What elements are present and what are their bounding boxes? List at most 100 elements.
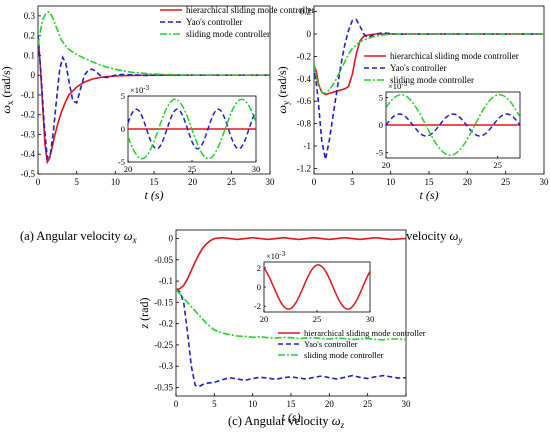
x-tick-label: 20	[325, 399, 335, 409]
x-tick-label: 5	[74, 177, 79, 187]
inset-x-tick-label: 20	[382, 160, 391, 170]
caption-subscript: x	[132, 235, 137, 245]
y-axis-label: ωx (rad/s)	[0, 66, 15, 113]
y-axis-subscript: y	[281, 100, 291, 105]
x-tick-label: 10	[248, 399, 258, 409]
y-tick-label: 0	[169, 234, 174, 244]
series-line-2	[176, 289, 406, 341]
caption-symbol: ω	[332, 414, 341, 428]
x-tick-label: 0	[174, 399, 179, 409]
legend-label-2: sliding mode controller	[390, 75, 474, 85]
y-tick-label: -0.3	[21, 129, 36, 139]
inset-y-tick-label: 0	[121, 124, 125, 134]
inset-y-tick-label: 5	[121, 91, 125, 101]
y-tick-label: 0.1	[24, 50, 35, 60]
legend: hierarchical sliding mode controllerYao'…	[160, 5, 315, 39]
y-tick-label: -0.2	[297, 51, 311, 61]
x-tick-label: 25	[363, 399, 373, 409]
inset-y-tick-label: -5	[376, 148, 383, 158]
caption-prefix: (c)	[228, 414, 242, 428]
inset-x-tick-label: 25	[493, 160, 502, 170]
inset-x-tick-label: 25	[313, 314, 322, 324]
y-axis-symbol: ω	[0, 105, 13, 113]
inset-y-tick-label: 5	[379, 93, 383, 103]
inset-exponent-power: -3	[143, 84, 149, 92]
y-tick-label: 0.2	[24, 31, 35, 41]
x-tick-label: 30	[266, 177, 276, 187]
inset-y-tick-label: 0	[379, 120, 383, 130]
y-tick-label: -1	[304, 141, 312, 151]
series-line-1	[314, 18, 544, 160]
y-tick-label: -0.05	[154, 255, 173, 265]
x-tick-label: 5	[350, 177, 355, 187]
inset-series-1	[386, 113, 520, 137]
x-tick-label: 25	[501, 177, 511, 187]
chart-b: 0 5 10 15 20 25 30 -1.2 -1 -0.8 -0.6 -0.4 -0.2 0 0.2 t …	[275, 5, 550, 245]
y-axis-label: ωy (rad/s)	[275, 66, 291, 113]
legend: hierarchical sliding mode controller Yao'…	[364, 51, 519, 85]
inset-exponent-power: -3	[401, 80, 407, 88]
inset-series-2	[386, 94, 520, 156]
y-tick-label: -0.35	[154, 382, 173, 392]
y-tick-label: -0.1	[159, 276, 173, 286]
inset-exponent: ×10-3	[266, 250, 286, 261]
legend-label-1: Yao's controller	[304, 339, 357, 349]
caption-text: Angular velocity	[34, 229, 124, 243]
x-tick-label: 20	[188, 177, 198, 187]
inset-x-tick-label: 30	[252, 164, 261, 174]
y-axis-subscript: x	[5, 100, 15, 105]
y-tick-label: 0	[31, 70, 36, 80]
inset-exponent-base: ×10	[388, 81, 401, 91]
legend-label-1: Yao's controller	[390, 63, 446, 73]
series-line-2	[314, 33, 544, 95]
y-axis-symbol: ω	[275, 105, 289, 113]
y-tick-label: -0.4	[297, 74, 312, 84]
inset-y-tick-label: 0	[257, 282, 261, 292]
x-tick-label: 15	[287, 399, 297, 409]
y-axis-label-text: ωy (rad/s)	[275, 66, 291, 113]
legend-label-0: hierarchical sliding mode controller	[390, 51, 519, 61]
inset-x-tick-label: 25	[188, 164, 197, 174]
inset: 20 25 30 -5 0 5 ×10-3	[118, 84, 260, 174]
y-axis-label-text: ωx (rad/s)	[0, 66, 15, 113]
chart-caption: (c) Angular velocity ωz	[228, 414, 345, 430]
chart-a: 0 5 10 15 20 25 30 -0.5 -0.4 -0.3 -0.2 -0.1 0 0.1 0.2 0…	[0, 5, 315, 245]
x-tick-label: 0	[36, 177, 41, 187]
legend-label-0: hierarchical sliding mode controller	[186, 5, 315, 15]
x-tick-label: 30	[402, 399, 412, 409]
inset-y-tick-label: 2	[257, 263, 261, 273]
y-tick-label: 0	[307, 29, 312, 39]
y-tick-label: -0.6	[297, 96, 312, 106]
caption-subscript: z	[340, 420, 345, 430]
series-line-0	[176, 236, 406, 291]
plot-frame	[175, 229, 407, 397]
inset-series-1	[128, 108, 256, 150]
y-axis-unit: (rad/s)	[0, 66, 13, 100]
inset-exponent: ×10-3	[388, 80, 408, 91]
inset: 20 25 -5 0 5 ×10-3	[376, 80, 521, 170]
inset-y-tick-label: -5	[118, 157, 125, 167]
chart-c: 0 5 10 15 20 25 30-0.35-0.3-0.25-0.2-0.15-0.1-…	[137, 229, 426, 430]
y-tick-label: -0.2	[159, 319, 173, 329]
x-tick-label: 25	[227, 177, 237, 187]
y-tick-label: -0.2	[21, 110, 35, 120]
inset-exponent-base: ×10	[266, 251, 279, 261]
x-tick-label: 0	[312, 177, 317, 187]
inset-y-tick-label: -2	[254, 301, 261, 311]
y-tick-label: -0.5	[21, 169, 36, 179]
caption-subscript: y	[457, 235, 462, 245]
caption-text: Angular velocity	[242, 414, 332, 428]
x-axis-label: t (s)	[145, 188, 164, 202]
inset-exponent: ×10-3	[130, 84, 150, 95]
y-axis-unit: (rad)	[137, 298, 151, 324]
legend: hierarchical sliding mode controllerYao'…	[278, 328, 426, 360]
x-tick-label: 30	[540, 177, 550, 187]
inset-series-2	[128, 98, 256, 160]
inset-x-tick-label: 20	[260, 314, 269, 324]
inset: 20 25 30 -2 0 2 ×10-3	[254, 250, 374, 324]
y-axis-unit: (rad/s)	[275, 66, 289, 100]
x-tick-label: 10	[111, 177, 121, 187]
y-tick-label: -1.2	[297, 163, 311, 173]
y-tick-label: -0.25	[154, 340, 173, 350]
x-tick-label: 15	[425, 177, 435, 187]
